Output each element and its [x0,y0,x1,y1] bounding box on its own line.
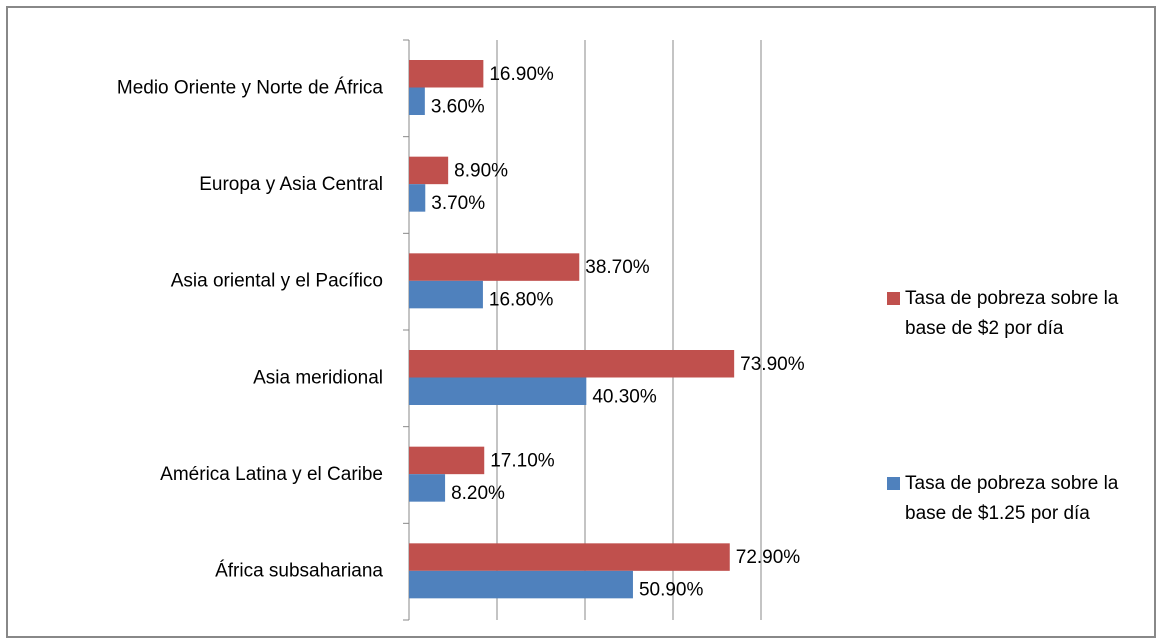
data-label: 3.70% [431,193,485,214]
bar [409,474,446,502]
data-label: 38.70% [585,257,650,278]
data-label: 16.90% [489,64,554,85]
data-label: 17.10% [490,450,555,471]
bar [409,543,730,571]
bar [409,87,425,115]
data-label: 72.90% [736,547,801,568]
data-label: 16.80% [489,290,554,311]
legend-label: Tasa de pobreza sobre la base de $2 por … [905,288,1119,339]
category-label: Asia oriental y el Pacífico [171,271,383,292]
category-label: África subsahariana [215,561,383,582]
data-label: 40.30% [592,386,657,407]
bar [409,253,580,281]
data-label: 8.20% [451,483,505,504]
data-label: 8.90% [454,160,508,181]
bar [409,280,483,309]
bar [409,446,485,475]
category-label: Asia meridional [253,367,383,388]
category-label: Medio Oriente y Norte de África [117,77,384,98]
legend-label: Tasa de pobreza sobre la base de $1.25 p… [905,473,1119,524]
bar [409,377,587,405]
bar [409,60,484,88]
bar [409,184,426,212]
legend-swatch [887,477,900,490]
bar [409,350,735,378]
data-label: 50.90% [639,580,704,601]
legend-swatch [887,292,900,305]
bar [409,570,633,599]
data-label: 3.60% [431,96,485,117]
chart-frame [6,6,1156,638]
category-label: América Latina y el Caribe [160,464,383,485]
data-label: 73.90% [740,354,805,375]
bar [409,156,449,185]
category-label: Europa y Asia Central [199,174,383,195]
